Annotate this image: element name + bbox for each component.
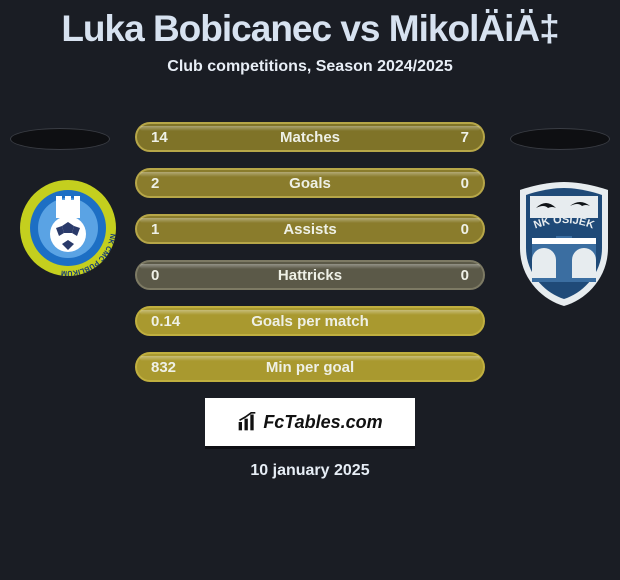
stat-row: 832Min per goal [135,352,485,382]
stat-value-left: 0 [151,267,159,284]
club-badge-right-svg: NK OSIJEK [512,178,616,308]
stat-row: 2Goals0 [135,168,485,198]
stat-label: Hattricks [137,267,483,284]
stat-value-left: 14 [151,129,168,146]
stat-value-right: 0 [461,221,469,238]
footer-area: FcTables.com 10 january 2025 [0,394,620,480]
stat-row: 0Hattricks0 [135,260,485,290]
stat-label: Min per goal [137,359,483,376]
stat-label: Assists [137,221,483,238]
shadow-ellipse-right [510,128,610,150]
stat-label: Matches [137,129,483,146]
fctables-badge: FcTables.com [205,398,415,446]
chart-icon [237,412,257,432]
stat-label: Goals per match [137,313,483,330]
row-highlight [140,356,480,361]
stat-value-left: 0.14 [151,313,180,330]
stat-row: 1Assists0 [135,214,485,244]
stat-value-right: 7 [461,129,469,146]
row-highlight [140,126,480,131]
club-logo-right: NK OSIJEK [512,178,612,313]
stat-value-left: 832 [151,359,176,376]
comparison-subtitle: Club competitions, Season 2024/2025 [0,58,620,76]
row-highlight [140,264,480,269]
stat-value-right: 0 [461,267,469,284]
date-line: 10 january 2025 [0,462,620,480]
stat-value-right: 0 [461,175,469,192]
row-highlight [140,218,480,223]
stat-value-left: 1 [151,221,159,238]
stat-label: Goals [137,175,483,192]
club-logo-left: NK CMC PUBLIKUM [18,178,118,283]
stat-rows: 14Matches72Goals01Assists00Hattricks00.1… [135,122,485,398]
shadow-ellipse-left [10,128,110,150]
fctables-label: FcTables.com [263,412,382,433]
comparison-title: Luka Bobicanec vs MikolÄiÄ‡ [0,0,620,50]
stat-row: 14Matches7 [135,122,485,152]
stat-row: 0.14Goals per match [135,306,485,336]
stat-value-left: 2 [151,175,159,192]
club-badge-left-svg: NK CMC PUBLIKUM [18,178,118,278]
row-highlight [140,172,480,177]
row-highlight [140,310,480,315]
